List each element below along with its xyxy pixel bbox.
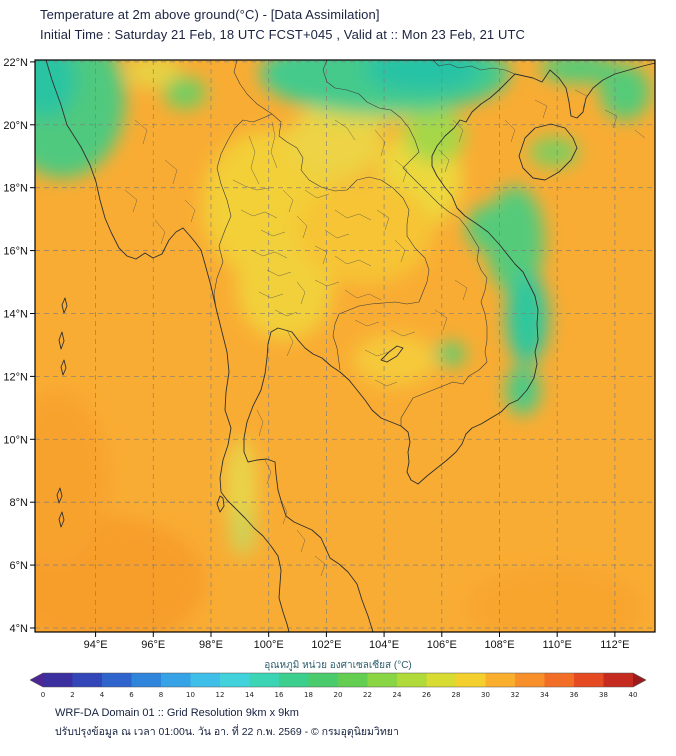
colorbar-tick-label: 24	[393, 691, 402, 699]
colorbar-tick-label: 38	[599, 691, 608, 699]
colorbar-tick-label: 32	[511, 691, 520, 699]
colorbar-segment	[72, 673, 103, 687]
andaman-islands	[56, 297, 68, 528]
lon-tick-label: 104°E	[369, 639, 399, 651]
colorbar-tick-label: 30	[481, 691, 490, 699]
colorbar-segment	[220, 673, 250, 687]
lon-tick-label: 112°E	[600, 639, 629, 651]
colorbar-segment	[249, 673, 280, 687]
colorbar-segment	[515, 673, 545, 687]
coastline-hainan	[518, 123, 578, 181]
map-frame	[34, 59, 656, 633]
lat-tick-label: 4°N	[10, 623, 29, 635]
colorbar-tick-label: 18	[304, 691, 313, 699]
border-thailand-laos-cambodia	[271, 113, 430, 371]
colorbar-segment	[485, 673, 516, 687]
colorbar-segment	[102, 673, 132, 687]
lat-tick-label: 18°N	[3, 183, 28, 195]
axis-labels: 94°E 96°E 98°E 100°E 102°E 104°E 106°E 108°E 110…	[3, 57, 629, 651]
colorbar-segment	[131, 673, 162, 687]
weather-map: 94°E 96°E 98°E 100°E 102°E 104°E 106°E 108°E 110…	[3, 57, 656, 651]
colorbar-right-arrow	[633, 673, 646, 687]
border-china-vietnam	[432, 60, 516, 75]
map-title: Temperature at 2m above ground(°C) - [Da…	[40, 7, 380, 22]
lat-tick-label: 12°N	[3, 371, 28, 383]
coastline-phuket	[216, 495, 225, 513]
coastline-east	[243, 62, 655, 632]
colorbar-tick-label: 22	[363, 691, 372, 699]
lon-tick-label: 110°E	[543, 639, 572, 651]
colorbar-tick-label: 8	[159, 691, 163, 699]
colorbar-tick-label: 0	[41, 691, 45, 699]
gridlines	[35, 60, 655, 632]
colorbar-segment	[43, 673, 73, 687]
colorbar-segment	[397, 673, 427, 687]
colorbar: 0 2 4 6 8 10 12 14 16 18 20 22 24 26 28 30 32 34 36 38 40	[30, 672, 646, 699]
lat-tick-label: 14°N	[3, 308, 28, 320]
lon-tick-label: 108°E	[484, 639, 514, 651]
colorbar-tick-label: 16	[275, 691, 284, 699]
colorbar-segment	[456, 673, 486, 687]
geography	[45, 60, 655, 632]
colorbar-tick-label: 4	[100, 691, 105, 699]
lat-tick-label: 22°N	[3, 57, 28, 69]
lon-tick-label: 96°E	[141, 639, 165, 651]
colorbar-tick-label: 26	[422, 691, 431, 699]
colorbar-segment	[279, 673, 309, 687]
colorbar-segment	[367, 673, 398, 687]
province-boundaries	[124, 89, 646, 577]
colorbar-segment	[190, 673, 221, 687]
colorbar-tick-label: 14	[245, 691, 254, 699]
colorbar-segment	[574, 673, 604, 687]
temperature-anomaly-blobs	[35, 60, 650, 632]
colorbar-tick-label: 10	[186, 691, 195, 699]
border-laos-vietnam-cambodia	[322, 60, 488, 426]
lat-tick-label: 6°N	[10, 560, 29, 572]
colorbar-segment	[603, 673, 634, 687]
colorbar-tick-label: 2	[70, 691, 74, 699]
colorbar-tick-label: 12	[216, 691, 225, 699]
lat-tick-label: 16°N	[3, 246, 28, 258]
colorbar-tick-label: 40	[629, 691, 638, 699]
lon-tick-label: 98°E	[199, 639, 223, 651]
border-thailand-myanmar	[213, 113, 273, 309]
footer-domain-info: WRF-DA Domain 01 :: Grid Resolution 9km …	[55, 707, 299, 719]
colorbar-tick-label: 20	[334, 691, 343, 699]
lat-tick-label: 20°N	[3, 120, 28, 132]
map-subtitle: Initial Time : Saturday 21 Feb, 18 UTC F…	[40, 27, 525, 42]
colorbar-tick-label: 28	[452, 691, 461, 699]
colorbar-left-arrow	[30, 673, 43, 687]
colorbar-tick-label: 34	[540, 691, 549, 699]
lat-tick-label: 10°N	[3, 434, 28, 446]
colorbar-outline	[30, 672, 646, 688]
colorbar-tick-label: 36	[570, 691, 579, 699]
lon-tick-label: 94°E	[84, 639, 108, 651]
lat-tick-label: 8°N	[10, 497, 29, 509]
lon-tick-label: 102°E	[311, 639, 341, 651]
lon-tick-label: 100°E	[254, 639, 284, 651]
colorbar-segment	[338, 673, 368, 687]
colorbar-segment	[426, 673, 457, 687]
coastline-west	[45, 60, 290, 632]
colorbar-segment	[161, 673, 191, 687]
footer-update-info: ปรับปรุงข้อมูล ณ เวลา 01:00น. วัน อา. ที…	[55, 726, 399, 738]
colorbar-tick-label: 6	[129, 691, 134, 699]
colorbar-segment	[544, 673, 575, 687]
lon-tick-label: 106°E	[427, 639, 457, 651]
colorbar-segment	[308, 673, 339, 687]
colorbar-title: อุณหภูมิ หน่วย องศาเซลเซียส (°C)	[264, 660, 412, 671]
border-myanmar-china	[233, 60, 273, 115]
